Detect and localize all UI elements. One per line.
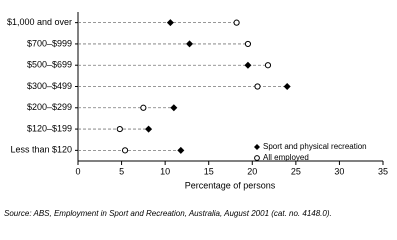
x-tick-label: 20 xyxy=(247,166,257,176)
data-point xyxy=(244,40,252,48)
y-tick-label: $500–$699 xyxy=(27,60,72,70)
data-point xyxy=(244,61,252,69)
data-point xyxy=(186,40,194,48)
y-tick-label: $1,000 and over xyxy=(7,17,72,27)
y-tick-label: $700–$999 xyxy=(27,38,72,48)
x-tick-label: 30 xyxy=(334,166,344,176)
chart: Percentage of persons Source: ABS, Emplo… xyxy=(4,12,388,218)
data-point xyxy=(177,146,185,154)
y-tick-label: $300–$499 xyxy=(27,81,72,91)
source-note: Source: ABS, Employment in Sport and Rec… xyxy=(4,209,332,218)
data-point xyxy=(116,125,123,133)
x-tick-label: 5 xyxy=(119,166,124,176)
x-tick-label: 0 xyxy=(75,166,80,176)
x-tick-label: 10 xyxy=(160,166,170,176)
data-point xyxy=(170,104,178,112)
legend-marker xyxy=(254,144,260,150)
y-tick-label: Less than $120 xyxy=(10,145,72,155)
legend-marker xyxy=(254,155,260,161)
x-tick-label: 15 xyxy=(204,166,214,176)
data-point xyxy=(233,19,240,26)
data-point xyxy=(166,19,174,27)
data-point xyxy=(145,125,153,133)
legend-label: Sport and physical recreation xyxy=(263,142,367,151)
y-tick-label: $200–$299 xyxy=(27,102,72,112)
data-point xyxy=(121,147,129,154)
legend-label: All employed xyxy=(263,153,309,162)
data-point xyxy=(140,104,147,111)
data-point xyxy=(283,83,291,90)
x-tick-label: 25 xyxy=(291,166,301,176)
x-axis-label: Percentage of persons xyxy=(185,180,276,190)
data-point xyxy=(264,62,272,69)
x-tick-label: 35 xyxy=(378,166,388,176)
data-point xyxy=(254,83,261,90)
y-tick-label: $120–$199 xyxy=(27,123,72,133)
